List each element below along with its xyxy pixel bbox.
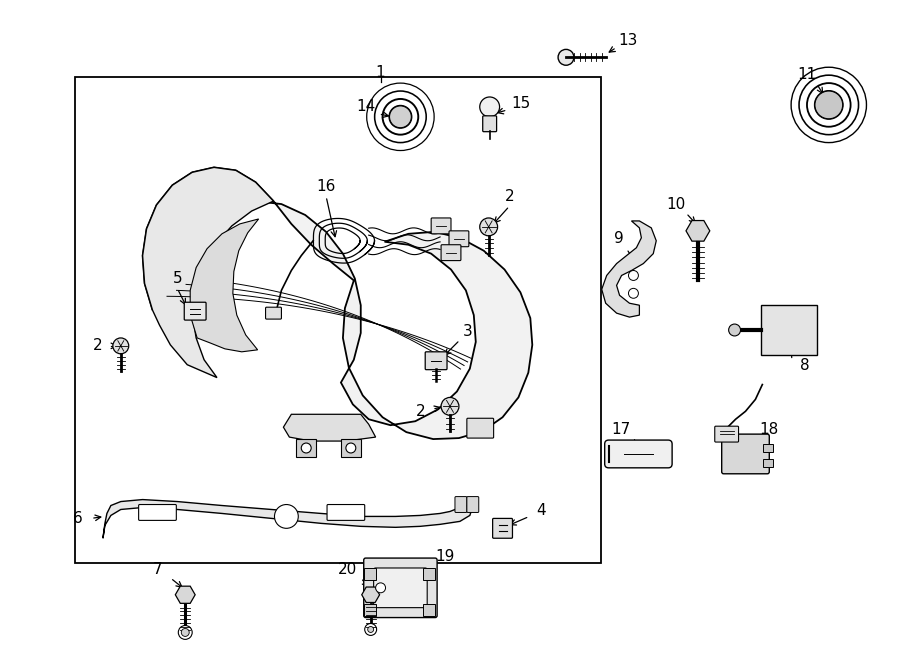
Bar bbox=[364, 603, 375, 615]
Text: 20: 20 bbox=[338, 563, 357, 578]
Polygon shape bbox=[142, 167, 532, 439]
Circle shape bbox=[628, 288, 638, 298]
FancyBboxPatch shape bbox=[441, 245, 461, 260]
FancyBboxPatch shape bbox=[266, 307, 282, 319]
FancyBboxPatch shape bbox=[467, 418, 493, 438]
Text: 17: 17 bbox=[611, 422, 630, 437]
Circle shape bbox=[480, 97, 500, 117]
Text: 2: 2 bbox=[505, 188, 514, 204]
Polygon shape bbox=[190, 219, 258, 352]
Polygon shape bbox=[602, 221, 656, 317]
Text: 12: 12 bbox=[748, 444, 767, 459]
Text: 9: 9 bbox=[614, 231, 624, 247]
Circle shape bbox=[558, 50, 574, 65]
FancyBboxPatch shape bbox=[184, 302, 206, 320]
Text: 5: 5 bbox=[173, 271, 182, 286]
Circle shape bbox=[112, 338, 129, 354]
FancyBboxPatch shape bbox=[374, 568, 428, 607]
Text: 6: 6 bbox=[73, 511, 83, 526]
Text: 15: 15 bbox=[512, 97, 531, 112]
Bar bbox=[296, 439, 316, 457]
Circle shape bbox=[729, 324, 741, 336]
Text: 14: 14 bbox=[356, 99, 375, 114]
Text: 7: 7 bbox=[153, 563, 162, 578]
Text: 2: 2 bbox=[94, 338, 103, 354]
Polygon shape bbox=[284, 414, 375, 441]
Polygon shape bbox=[142, 167, 274, 377]
FancyBboxPatch shape bbox=[431, 218, 451, 234]
Bar bbox=[76, 77, 600, 563]
Text: 3: 3 bbox=[463, 325, 473, 340]
Text: 16: 16 bbox=[317, 178, 336, 194]
FancyBboxPatch shape bbox=[455, 496, 467, 512]
FancyBboxPatch shape bbox=[364, 558, 437, 617]
Bar bbox=[763, 444, 773, 452]
Text: 13: 13 bbox=[619, 33, 638, 48]
Polygon shape bbox=[686, 221, 710, 241]
Circle shape bbox=[390, 106, 411, 128]
Text: 8: 8 bbox=[800, 358, 810, 373]
Text: 10: 10 bbox=[667, 196, 686, 212]
Circle shape bbox=[441, 397, 459, 415]
Circle shape bbox=[346, 443, 356, 453]
Bar bbox=[341, 439, 361, 457]
Circle shape bbox=[364, 623, 376, 635]
Circle shape bbox=[181, 629, 189, 637]
FancyBboxPatch shape bbox=[715, 426, 739, 442]
Circle shape bbox=[368, 627, 373, 633]
FancyBboxPatch shape bbox=[327, 504, 364, 520]
Circle shape bbox=[375, 583, 385, 593]
FancyBboxPatch shape bbox=[467, 496, 479, 512]
Text: 19: 19 bbox=[436, 549, 454, 564]
Text: 18: 18 bbox=[760, 422, 778, 437]
Polygon shape bbox=[103, 500, 472, 538]
Polygon shape bbox=[362, 587, 380, 602]
Polygon shape bbox=[176, 586, 195, 603]
Bar bbox=[761, 305, 817, 355]
Text: 2: 2 bbox=[416, 404, 425, 419]
Text: 4: 4 bbox=[536, 503, 546, 518]
FancyBboxPatch shape bbox=[722, 434, 770, 474]
FancyBboxPatch shape bbox=[139, 504, 176, 520]
FancyBboxPatch shape bbox=[449, 231, 469, 247]
FancyBboxPatch shape bbox=[605, 440, 672, 468]
FancyBboxPatch shape bbox=[425, 352, 447, 369]
Circle shape bbox=[302, 443, 311, 453]
Bar bbox=[364, 568, 375, 580]
Text: 11: 11 bbox=[797, 67, 816, 82]
Circle shape bbox=[274, 504, 298, 528]
Text: 1: 1 bbox=[376, 65, 385, 80]
Circle shape bbox=[178, 625, 193, 639]
FancyBboxPatch shape bbox=[482, 116, 497, 132]
Circle shape bbox=[628, 270, 638, 280]
Bar bbox=[763, 459, 773, 467]
FancyBboxPatch shape bbox=[492, 518, 512, 538]
Circle shape bbox=[814, 91, 842, 119]
Bar bbox=[423, 603, 435, 615]
Bar bbox=[423, 568, 435, 580]
Circle shape bbox=[480, 218, 498, 236]
